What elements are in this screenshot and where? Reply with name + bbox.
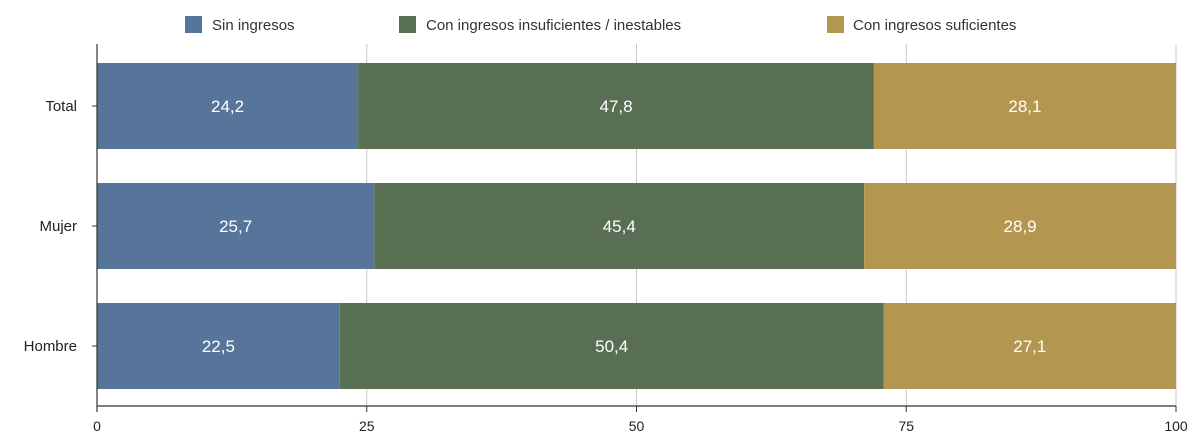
bar-mujer-series-1 — [97, 183, 375, 269]
bar-hombre-series-1 — [97, 303, 340, 389]
axes: Total Mujer Hombre 0 25 50 75 100 — [24, 44, 1188, 434]
data-label-mujer-series-3: 28,9 — [1004, 217, 1037, 236]
data-label-mujer-series-1: 25,7 — [219, 217, 252, 236]
legend: Sin ingresos Con ingresos insuficientes /… — [185, 16, 1016, 34]
category-label-mujer: Mujer — [39, 218, 77, 235]
data-label-hombre-series-3: 27,1 — [1013, 337, 1046, 356]
x-tick-label-75: 75 — [898, 418, 914, 434]
legend-label-3: Con ingresos suficientes — [853, 17, 1016, 34]
bar-hombre-series-3 — [883, 303, 1176, 389]
data-label-hombre-series-1: 22,5 — [202, 337, 235, 356]
bar-total-series-1 — [97, 63, 359, 149]
x-tick-label-100: 100 — [1164, 418, 1188, 434]
x-tick-label-50: 50 — [629, 418, 645, 434]
category-label-hombre: Hombre — [24, 338, 77, 355]
bar-mujer-series-3 — [864, 183, 1176, 269]
x-tick-label-0: 0 — [93, 418, 101, 434]
legend-swatch-2 — [399, 16, 416, 33]
bar-mujer-series-2 — [374, 183, 865, 269]
legend-swatch-1 — [185, 16, 202, 33]
legend-label-1: Sin ingresos — [212, 17, 295, 34]
data-labels: 24,2 47,8 28,1 25,7 45,4 28,9 22,5 50,4 27,1 — [202, 97, 1047, 356]
bar-hombre-series-2 — [339, 303, 884, 389]
x-tick-label-25: 25 — [359, 418, 375, 434]
data-label-hombre-series-2: 50,4 — [595, 337, 628, 356]
bars — [97, 63, 1176, 389]
data-label-total-series-2: 47,8 — [599, 97, 632, 116]
data-label-mujer-series-2: 45,4 — [603, 217, 636, 236]
bar-total-series-2 — [358, 63, 874, 149]
data-label-total-series-3: 28,1 — [1008, 97, 1041, 116]
bar-total-series-3 — [873, 63, 1176, 149]
legend-label-2: Con ingresos insuficientes / inestables — [426, 17, 681, 34]
legend-swatch-3 — [827, 16, 844, 33]
category-label-total: Total — [45, 98, 77, 115]
data-label-total-series-1: 24,2 — [211, 97, 244, 116]
